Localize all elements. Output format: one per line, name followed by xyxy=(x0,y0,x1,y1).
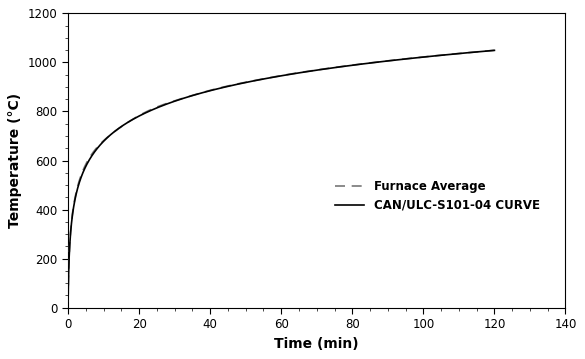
CAN/ULC-S101-04 CURVE xyxy=(479,49,486,53)
CAN/ULC-S101-04 CURVE xyxy=(479,49,486,53)
Furnace Average xyxy=(491,48,498,52)
X-axis label: Time (min): Time (min) xyxy=(274,337,359,351)
Furnace Average xyxy=(272,74,279,79)
Furnace Average xyxy=(479,49,486,53)
CAN/ULC-S101-04 CURVE xyxy=(491,48,498,52)
Furnace Average xyxy=(64,300,71,304)
Line: Furnace Average: Furnace Average xyxy=(68,50,494,302)
CAN/ULC-S101-04 CURVE xyxy=(87,157,94,161)
Furnace Average xyxy=(87,155,94,159)
CAN/ULC-S101-04 CURVE xyxy=(400,57,407,61)
CAN/ULC-S101-04 CURVE xyxy=(272,75,279,79)
Legend: Furnace Average, CAN/ULC-S101-04 CURVE: Furnace Average, CAN/ULC-S101-04 CURVE xyxy=(331,175,545,216)
Furnace Average xyxy=(260,76,267,81)
Line: CAN/ULC-S101-04 CURVE: CAN/ULC-S101-04 CURVE xyxy=(68,50,494,303)
Y-axis label: Temperature (°C): Temperature (°C) xyxy=(8,93,22,228)
Furnace Average xyxy=(400,57,407,61)
CAN/ULC-S101-04 CURVE xyxy=(64,300,71,305)
Furnace Average xyxy=(479,49,486,53)
CAN/ULC-S101-04 CURVE xyxy=(260,77,267,81)
